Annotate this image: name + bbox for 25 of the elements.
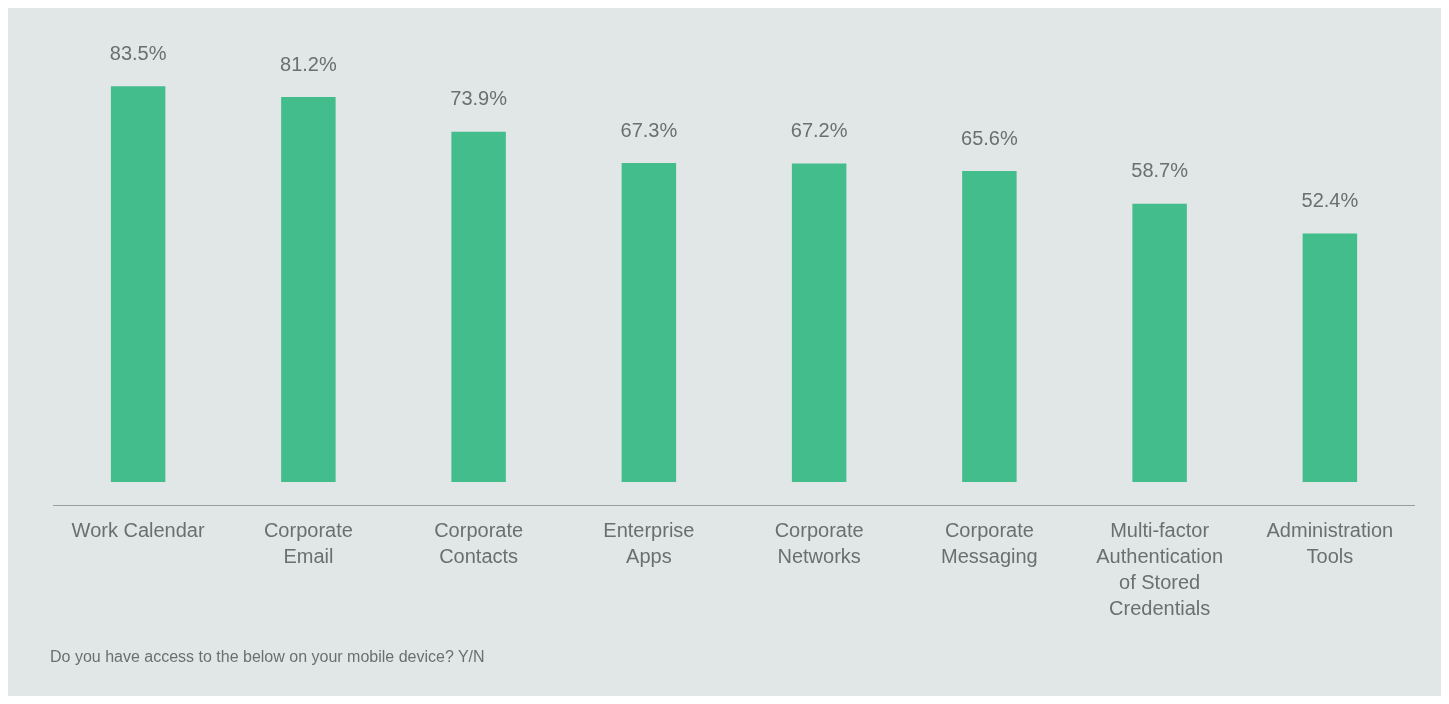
bar (1302, 233, 1358, 482)
bar (451, 131, 506, 482)
data-label: 67.2% (790, 118, 848, 141)
data-label: 52.4% (1301, 189, 1359, 212)
x-tick-label: Administration Tools (1266, 518, 1394, 567)
bar (962, 171, 1017, 482)
data-label: 83.5% (109, 41, 167, 64)
data-label: 65.6% (961, 126, 1018, 149)
x-tick-label: Work Calendar (71, 518, 205, 541)
x-tick-label: Multi-factor Authentication of Stored Credentials (1096, 518, 1224, 619)
x-tick-label: Corporate Email (263, 518, 353, 567)
data-label: 67.3% (620, 118, 678, 141)
bar (791, 163, 847, 482)
data-label: 58.7% (1131, 159, 1189, 182)
bar (110, 86, 166, 482)
x-tick-label: Corporate Networks (774, 518, 864, 567)
x-tick-label: Corporate Messaging (941, 518, 1038, 567)
x-tick-label: Enterprise Apps (603, 518, 695, 567)
bar (1132, 203, 1187, 482)
x-tick-label: Corporate Contacts (434, 518, 524, 567)
bar (281, 97, 336, 482)
bar (621, 163, 677, 482)
data-label: 81.2% (280, 52, 337, 75)
text: Do you have access to the below on your mobile device? Y/N (50, 648, 485, 666)
data-label: 73.9% (450, 87, 508, 110)
